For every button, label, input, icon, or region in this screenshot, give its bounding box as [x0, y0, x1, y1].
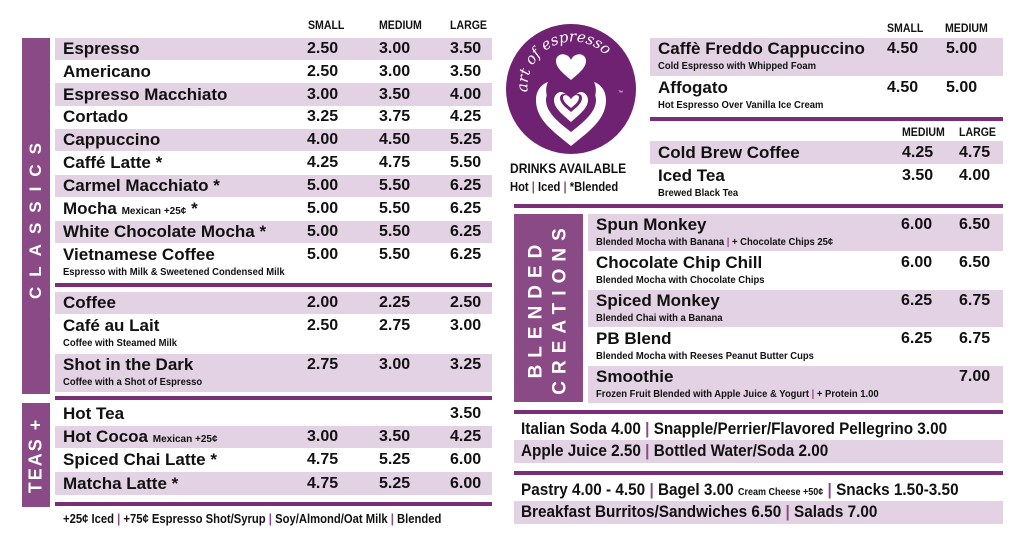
section-divider	[55, 396, 492, 400]
addons-footer: +25¢ Iced | +75¢ Espresso Shot/Syrup | S…	[63, 512, 442, 526]
food-line-2: Breakfast Burritos/Sandwiches 6.50 | Sal…	[521, 502, 878, 521]
header-large: LARGE	[450, 18, 487, 32]
teas-sidebar: TEAS +	[22, 403, 50, 507]
blended-label: BLENDED	[525, 237, 547, 379]
menu-row-mocha: Mocha Mexican +25¢ * 5.00 5.50 6.25	[63, 199, 482, 218]
section-divider	[514, 410, 1003, 414]
menu-row-americano: Americano 2.50 3.00 3.50	[63, 62, 482, 81]
menu-row-caffe-freddo-cappuccino: Caffè Freddo Cappuccino Cold Espresso wi…	[650, 38, 1003, 76]
menu-row-coffee: Coffee 2.00 2.25 2.50	[55, 292, 492, 314]
teas-group: Hot Tea 3.50 Hot Cocoa Mexican +25¢ 3.00…	[55, 403, 492, 499]
menu-row-smoothie: Smoothie Frozen Fruit Blended with Apple…	[588, 366, 1003, 403]
cream-cheese-note: Cream Cheese +50¢	[737, 487, 824, 498]
menu-row-cortado: Cortado 3.25 3.75 4.25	[63, 107, 482, 126]
mexican-note: Mexican +25¢	[152, 434, 218, 445]
menu-row-spiced-chai-latte: Spiced Chai Latte * 4.75 5.25 6.00	[63, 450, 482, 469]
menu-row-carmel-macchiato: Carmel Macchiato * 5.00 5.50 6.25	[55, 175, 492, 197]
classics-group-1: Espresso 2.50 3.00 3.50 Americano 2.50 3…	[55, 38, 492, 282]
heart-hands-icon: art of espresso ™	[513, 27, 623, 146]
food-line-1: Pastry 4.00 - 4.50 | Bagel 3.00 Cream Ch…	[521, 480, 959, 499]
menu-row-caffe-latte: Caffé Latte * 4.25 4.75 5.50	[63, 153, 482, 172]
drinks-line-1: Italian Soda 4.00 | Snapple/Perrier/Flav…	[521, 419, 948, 438]
blended-sidebar: BLENDED CREATIONS	[514, 214, 583, 402]
menu-row-affogato: Affogato Hot Espresso Over Vanilla Ice C…	[658, 78, 978, 111]
menu-row-cafe-au-lait: Café au Lait Coffee with Steamed Milk 2.…	[63, 316, 482, 349]
classics-sidebar: CLASSICS	[22, 38, 50, 394]
menu-row-cold-brew-coffee: Cold Brew Coffee 4.25 4.75	[650, 141, 1003, 164]
menu-row-white-chocolate-mocha: White Chocolate Mocha * 5.00 5.50 6.25	[55, 221, 492, 243]
header-small: SMALL	[887, 21, 924, 35]
menu-row-spiced-monkey: Spiced Monkey Blended Chai with a Banana…	[588, 290, 1003, 327]
classics-label: CLASSICS	[26, 133, 45, 299]
menu-row-chocolate-chip-chill: Chocolate Chip Chill Blended Mocha with …	[596, 253, 991, 286]
section-divider	[55, 283, 492, 287]
drinks-available-options: Hot | Iced | *Blended	[510, 179, 619, 194]
menu-row-hot-cocoa: Hot Cocoa Mexican +25¢ 3.00 3.50 4.25	[55, 426, 492, 448]
menu-row-iced-tea: Iced Tea Brewed Black Tea 3.50 4.00	[658, 166, 991, 199]
menu-row-pb-blend: PB Blend Blended Mocha with Reeses Peanu…	[596, 329, 991, 362]
header-medium: MEDIUM	[902, 125, 945, 139]
header-medium: MEDIUM	[379, 18, 422, 32]
header-small: SMALL	[308, 18, 345, 32]
svg-text:™: ™	[618, 90, 623, 96]
menu-row-matcha-latte: Matcha Latte * 4.75 5.25 6.00	[55, 472, 492, 495]
classics-group-2: Coffee 2.00 2.25 2.50 Café au Lait Coffe…	[55, 292, 492, 392]
section-divider	[514, 471, 1003, 475]
menu-row-spun-monkey: Spun Monkey Blended Mocha with Banana | …	[588, 214, 1003, 251]
teas-label: TEAS +	[25, 417, 46, 493]
header-large: LARGE	[959, 125, 996, 139]
drinks-line-2: Apple Juice 2.50 | Bottled Water/Soda 2.…	[521, 441, 829, 460]
menu-row-cappuccino: Cappuccino 4.00 4.50 5.25	[55, 129, 492, 151]
section-divider	[650, 117, 1003, 121]
header-medium: MEDIUM	[945, 21, 988, 35]
menu-row-espresso: Espresso 2.50 3.00 3.50	[55, 38, 492, 60]
menu-row-shot-in-the-dark: Shot in the Dark Coffee with a Shot of E…	[55, 354, 492, 392]
menu-row-vietnamese-coffee: Vietnamese Coffee Espresso with Milk & S…	[63, 245, 482, 278]
mexican-note: Mexican +25¢	[121, 206, 187, 217]
section-divider	[55, 502, 492, 506]
drinks-available-title: DRINKS AVAILABLE	[510, 160, 627, 176]
creations-label: CREATIONS	[549, 221, 571, 395]
art-of-espresso-logo: art of espresso ™	[506, 24, 636, 154]
menu-row-espresso-macchiato: Espresso Macchiato 3.00 3.50 4.00	[55, 83, 492, 106]
menu-row-hot-tea: Hot Tea 3.50	[63, 404, 482, 423]
section-divider	[514, 204, 1003, 208]
